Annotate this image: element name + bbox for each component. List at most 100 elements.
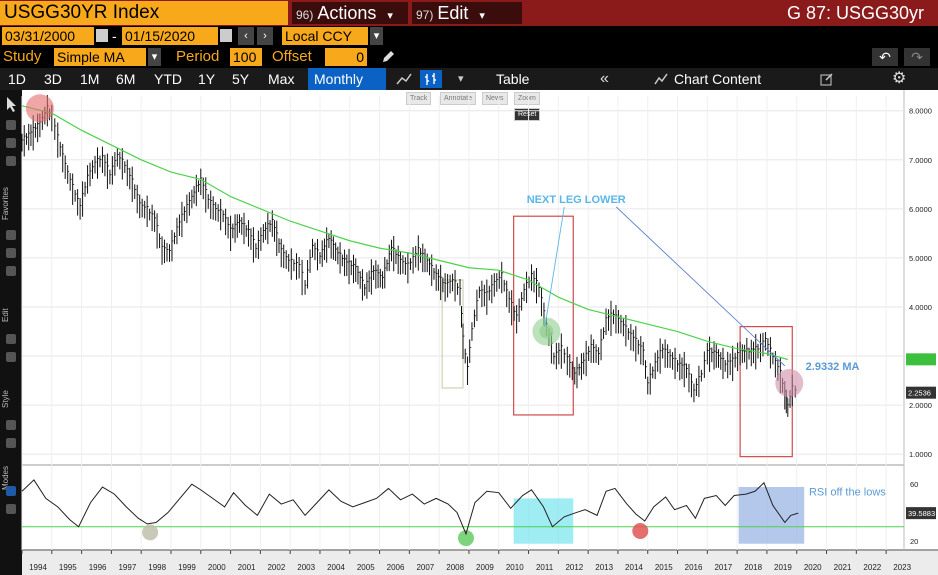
text-tool-icon[interactable] — [6, 266, 16, 276]
reset-button[interactable]: Reset — [514, 108, 541, 121]
pencil-icon[interactable] — [380, 49, 396, 65]
y-tick-label: 5.0000 — [909, 254, 932, 263]
last-value-badge — [906, 386, 936, 399]
x-tick-label: 1995 — [59, 563, 77, 572]
rsi-highlight-circle — [142, 524, 159, 541]
track-button[interactable]: Track — [406, 92, 432, 105]
title-bar: USGG30YR Index 96) Actions ▾ 97) Edit ▾ G … — [0, 0, 938, 26]
period-field[interactable]: 100 — [230, 48, 262, 66]
range-tab-max[interactable]: Max — [268, 71, 295, 87]
cursor-icon[interactable] — [0, 94, 22, 114]
collapse-icon[interactable]: « — [600, 70, 609, 87]
range-tab-ytd[interactable]: YTD — [154, 71, 182, 87]
x-tick-label: 2000 — [208, 563, 226, 572]
line-chart-icon[interactable] — [396, 71, 412, 87]
table-button[interactable]: Table — [496, 71, 530, 87]
color-icon[interactable] — [6, 420, 16, 430]
x-tick-label: 2007 — [416, 563, 434, 572]
x-tick-label: 1996 — [89, 563, 107, 572]
actions-menu[interactable]: 96) Actions ▾ — [292, 2, 408, 24]
edit-menu[interactable]: 97) Edit ▾ — [412, 2, 522, 24]
chevron-down-icon[interactable]: ▾ — [370, 27, 383, 45]
range-tab-1y[interactable]: 1Y — [198, 71, 216, 87]
actions-label: Actions — [317, 3, 377, 23]
next-period-button[interactable]: › — [257, 27, 273, 45]
range-tab-6m[interactable]: 6M — [116, 71, 136, 87]
annotate-button[interactable]: Annotate — [440, 92, 477, 105]
offset-field[interactable]: 0 — [325, 48, 367, 66]
fib-tool-icon[interactable] — [6, 248, 16, 258]
rsi-last-value-label: 39.5883 — [908, 509, 935, 518]
rsi-highlight-box — [738, 487, 805, 544]
y-tick-label: 8.0000 — [909, 107, 932, 116]
x-tick-label: 2023 — [893, 563, 911, 572]
x-tick-label: 2018 — [744, 563, 762, 572]
x-tick-label: 2015 — [655, 563, 673, 572]
chart-content-button[interactable]: Chart Content — [674, 71, 762, 87]
x-tick-label: 2008 — [446, 563, 464, 572]
range-tab-5y[interactable]: 5Y — [232, 71, 250, 87]
line-tool-icon[interactable] — [6, 230, 16, 240]
copy-icon[interactable] — [6, 352, 16, 362]
chart-id-title: G 87: USGG30yr — [786, 3, 924, 23]
x-tick-label: 2016 — [685, 563, 703, 572]
x-tick-label: 2021 — [834, 563, 852, 572]
x-tick-label: 1999 — [178, 563, 196, 572]
x-tick-label: 2013 — [595, 563, 613, 572]
edit-icon[interactable] — [820, 72, 834, 86]
rsi-y-tick-label: 20 — [910, 537, 918, 546]
start-date-field[interactable]: 03/31/2000 — [2, 27, 94, 45]
chevron-down-icon[interactable]: ▾ — [458, 73, 464, 85]
trendline-icon[interactable] — [6, 120, 16, 130]
range-tab-1m[interactable]: 1M — [80, 71, 100, 87]
chevron-down-icon: ▾ — [479, 10, 485, 22]
study-select[interactable]: Simple MA — [54, 48, 146, 66]
rsi-highlight-circle — [457, 530, 474, 547]
chevron-down-icon[interactable]: ▾ — [148, 48, 161, 66]
date-range-bar: 03/31/2000 - 01/15/2020 ‹ › Local CCY ▾ — [0, 26, 938, 46]
delete-icon[interactable] — [6, 334, 16, 344]
currency-select[interactable]: Local CCY — [282, 27, 368, 45]
range-tab-1d[interactable]: 1D — [8, 71, 26, 87]
date-separator: - — [112, 28, 117, 44]
calendar-icon[interactable] — [220, 29, 232, 42]
redo-icon[interactable]: ↷ — [904, 48, 930, 66]
mode-icon[interactable] — [6, 486, 16, 496]
moving-average-line — [21, 105, 788, 361]
rsi-last-value-badge — [906, 507, 936, 520]
line-style-icon[interactable] — [6, 438, 16, 448]
edit-number: 97) — [416, 8, 434, 22]
measure-icon[interactable] — [6, 138, 16, 148]
x-tick-label: 2020 — [804, 563, 822, 572]
rsi-y-tick-label: 60 — [910, 480, 918, 489]
range-tab-3d[interactable]: 3D — [44, 71, 62, 87]
gear-icon[interactable] — [6, 504, 16, 514]
x-tick-label: 2001 — [238, 563, 256, 572]
y-tick-label: 7.0000 — [909, 156, 932, 165]
bar-chart-icon[interactable] — [420, 70, 442, 88]
last-value-label: 2.2536 — [908, 389, 931, 398]
gear-icon[interactable]: ⚙ — [892, 70, 907, 87]
x-tick-label: 2011 — [536, 563, 554, 572]
annotation-icon[interactable] — [6, 156, 16, 166]
prev-period-button[interactable]: ‹ — [238, 27, 254, 45]
x-tick-label: 1994 — [29, 563, 47, 572]
end-date-field[interactable]: 01/15/2020 — [122, 27, 218, 45]
annotation-ma-label: 2.9332 MA — [806, 361, 860, 373]
undo-icon[interactable]: ↶ — [872, 48, 898, 66]
x-tick-label: 2017 — [714, 563, 732, 572]
calendar-icon[interactable] — [96, 29, 108, 42]
rsi-highlight-circle — [632, 522, 649, 539]
annotation-rsi-off-lows: RSI off the lows — [809, 487, 886, 499]
highlight-circle — [25, 94, 54, 123]
study-label: Study — [3, 48, 42, 65]
x-tick-label: 1997 — [118, 563, 136, 572]
highlight-circle-small — [539, 324, 554, 339]
news-button[interactable]: News — [482, 92, 508, 105]
x-axis-band — [22, 551, 938, 575]
ticker-field[interactable]: USGG30YR Index — [0, 1, 288, 25]
x-tick-label: 2003 — [297, 563, 315, 572]
x-tick-label: 2019 — [774, 563, 792, 572]
zoom-button[interactable]: Zoom — [514, 92, 540, 105]
